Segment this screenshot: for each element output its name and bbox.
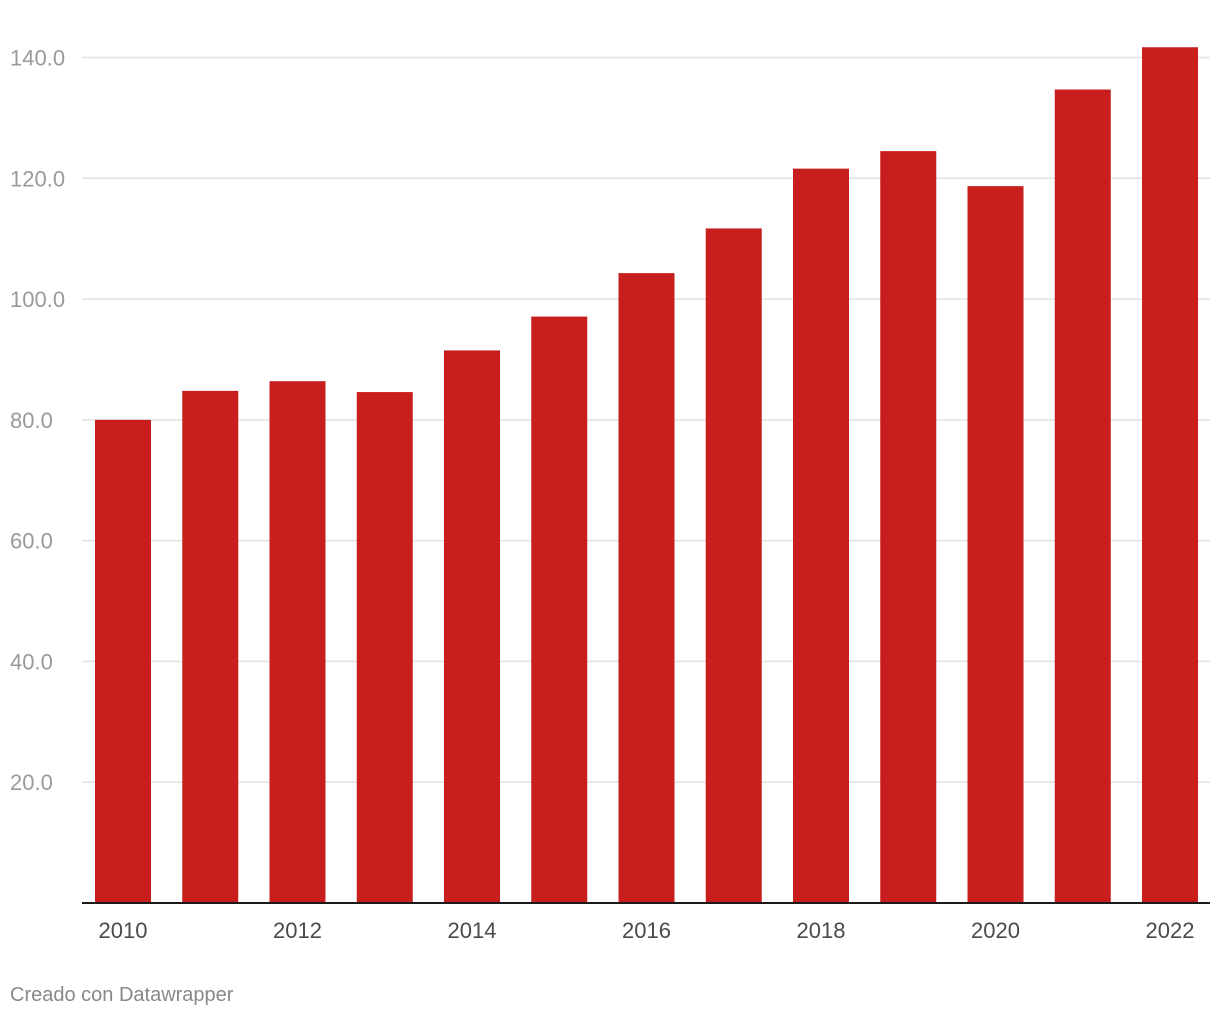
- bars: [95, 47, 1198, 904]
- bar-2013: [356, 392, 413, 903]
- y-tick-label: 20.0: [10, 770, 53, 795]
- y-tick-label: 40.0: [10, 649, 53, 674]
- bar-2011: [182, 390, 239, 904]
- x-axis-labels: 2010 2012 2014 2016 2018 2020 2022: [99, 918, 1195, 943]
- x-tick-label: 2012: [273, 918, 322, 943]
- bar-2020: [967, 186, 1024, 903]
- x-tick-label: 2022: [1146, 918, 1195, 943]
- bar-2021: [1054, 89, 1111, 903]
- y-tick-label: 120.0: [10, 166, 65, 191]
- x-tick-label: 2016: [622, 918, 671, 943]
- bar-2017: [705, 228, 762, 903]
- bar-2016: [618, 273, 675, 903]
- y-tick-label: 140.0: [10, 46, 65, 71]
- x-tick-label: 2014: [448, 918, 497, 943]
- bar-2014: [444, 350, 500, 903]
- chart-credit: Creado con Datawrapper: [10, 984, 234, 1006]
- bar-2012: [269, 381, 326, 904]
- bar-2018: [793, 168, 849, 903]
- x-tick-label: 2020: [971, 918, 1020, 943]
- bar-2022: [1142, 47, 1198, 903]
- bar-2019: [880, 151, 937, 903]
- bar-2015: [531, 316, 588, 904]
- bar-2010: [95, 419, 151, 903]
- y-tick-label: 100.0: [10, 287, 65, 312]
- y-tick-label: 60.0: [10, 529, 53, 554]
- y-tick-label: 80.0: [10, 408, 53, 433]
- bar-chart: 20.0 40.0 60.0 80.0 100.0 120.0 140.0 2010 2012…: [10, 46, 1210, 943]
- y-axis-labels: 20.0 40.0 60.0 80.0 100.0 120.0 140.0: [10, 46, 65, 796]
- x-tick-label: 2018: [797, 918, 846, 943]
- x-tick-label: 2010: [99, 918, 148, 943]
